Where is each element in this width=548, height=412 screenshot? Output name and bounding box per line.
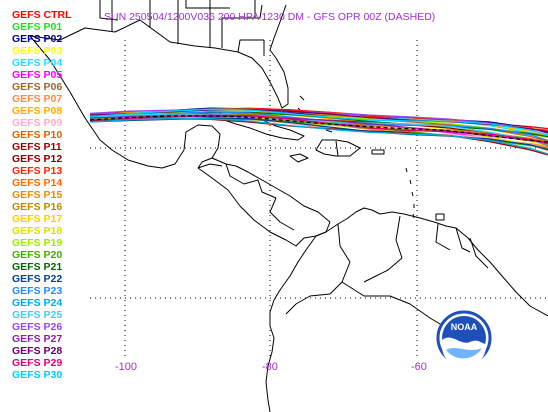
hispaniola <box>315 139 361 157</box>
legend-entry: GEFS P25 <box>12 309 63 321</box>
legend-entry: GEFS P29 <box>12 357 63 369</box>
ensemble-contour-line <box>89 117 548 155</box>
legend-entry: GEFS P22 <box>12 273 63 285</box>
legend-entry: GEFS P14 <box>12 177 63 189</box>
legend-entry: GEFS P24 <box>12 297 63 309</box>
ensemble-contour-line <box>89 108 548 136</box>
central-america <box>197 157 331 247</box>
gfs-opr-contour <box>89 115 548 143</box>
legend-entry: GEFS P15 <box>12 189 63 201</box>
legend-entry: GEFS P10 <box>12 129 63 141</box>
ensemble-legend: GEFS CTRL GEFS P01 GEFS P02 GEFS P03 GEFS P0… <box>12 9 72 381</box>
legend-entry: GEFS P06 <box>12 81 63 93</box>
legend-entry: GEFS P08 <box>12 105 63 117</box>
graticule <box>90 40 548 360</box>
legend-entry: GEFS P02 <box>12 33 63 45</box>
legend-entry: GEFS P05 <box>12 69 63 81</box>
legend-entry: GEFS P21 <box>12 261 63 273</box>
legend-entry: GEFS P09 <box>12 117 63 129</box>
ensemble-contour-line <box>89 108 548 133</box>
jamaica <box>289 153 309 163</box>
legend-entry: GEFS P20 <box>12 249 63 261</box>
mexico-coast <box>29 35 221 169</box>
legend-entry: GEFS P04 <box>12 57 63 69</box>
us-gulf-coast <box>29 4 289 109</box>
longitude-label: -80 <box>262 361 278 373</box>
legend-entry: GEFS P23 <box>12 285 63 297</box>
central-america-borders <box>197 163 295 231</box>
lesser-antilles <box>405 167 415 219</box>
legend-entry: GEFS P27 <box>12 333 63 345</box>
legend-entry: GEFS P01 <box>12 21 63 33</box>
legend-entry: GEFS P16 <box>12 201 63 213</box>
ensemble-contour-line <box>89 113 548 146</box>
legend-entry: GEFS P11 <box>12 141 62 153</box>
legend-entry: GEFS P12 <box>12 153 63 165</box>
legend-entry: GEFS P18 <box>12 225 63 237</box>
legend-entry: GEFS P17 <box>12 213 63 225</box>
legend-entry: GEFS P13 <box>12 165 63 177</box>
longitude-label: -100 <box>115 361 138 373</box>
legend-entry: GEFS P03 <box>12 45 63 57</box>
ensemble-contour-line <box>89 117 548 151</box>
legend-entry: GEFS P30 <box>12 369 63 381</box>
south-america-west <box>265 235 317 412</box>
legend-entry: GEFS CTRL <box>12 9 72 21</box>
puerto-rico <box>371 149 385 155</box>
legend-entry: GEFS P07 <box>12 93 63 105</box>
trinidad <box>435 213 445 221</box>
noaa-logo-text: NOAA <box>451 322 478 332</box>
ensemble-contours <box>89 107 548 156</box>
legend-entry: GEFS P28 <box>12 345 63 357</box>
map-title: SUN 250504/1200V036 200 HPA 1230 DM - GF… <box>104 11 436 23</box>
legend-entry: GEFS P26 <box>12 321 63 333</box>
us-state-borders <box>99 0 265 56</box>
legend-entry: GEFS P19 <box>12 237 63 249</box>
noaa-logo: NOAA <box>436 310 492 368</box>
longitude-label: -60 <box>411 361 427 373</box>
south-america-borders <box>285 215 489 341</box>
south-america-coast <box>315 207 548 317</box>
